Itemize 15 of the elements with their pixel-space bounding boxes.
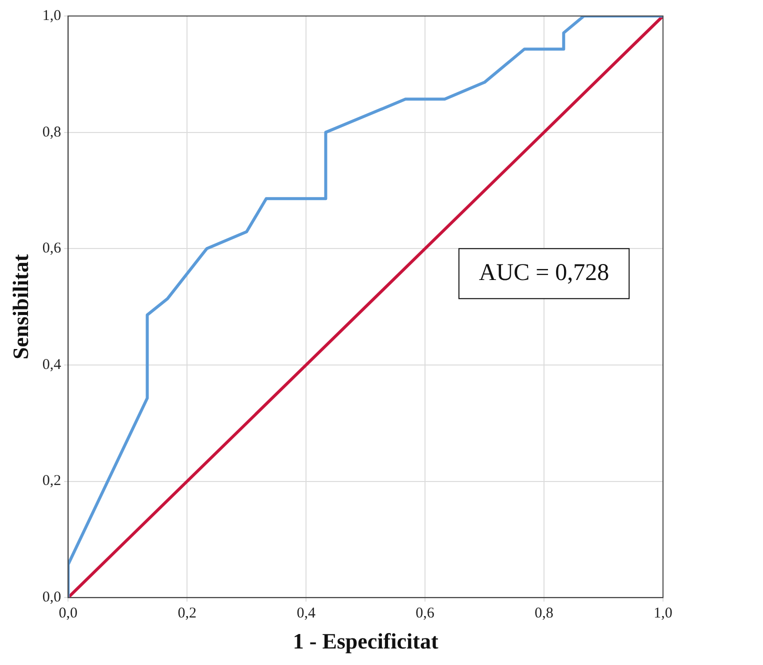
y-axis-title: Sensibilitat	[8, 254, 33, 360]
x-tick-label: 0,6	[416, 606, 435, 622]
x-axis-title: 1 - Especificitat	[292, 628, 439, 654]
x-tick-label: 0,4	[296, 606, 316, 622]
annotation: AUC = 0,728	[478, 260, 610, 286]
x-tick-label: 0,8	[534, 606, 554, 622]
y-tick-label: 0,0	[42, 590, 62, 606]
y-tick-label: 0,8	[42, 124, 62, 140]
x-tick-label: 0,2	[178, 606, 196, 622]
y-tick-label: 0,4	[42, 356, 62, 373]
x-tick-label: 1,0	[654, 606, 672, 622]
y-tick-label: 0,6	[42, 240, 62, 257]
x-tick-label: 0,0	[58, 606, 78, 622]
y-tick-label: 0,2	[42, 473, 62, 490]
y-tick-label: 1,0	[42, 8, 62, 24]
